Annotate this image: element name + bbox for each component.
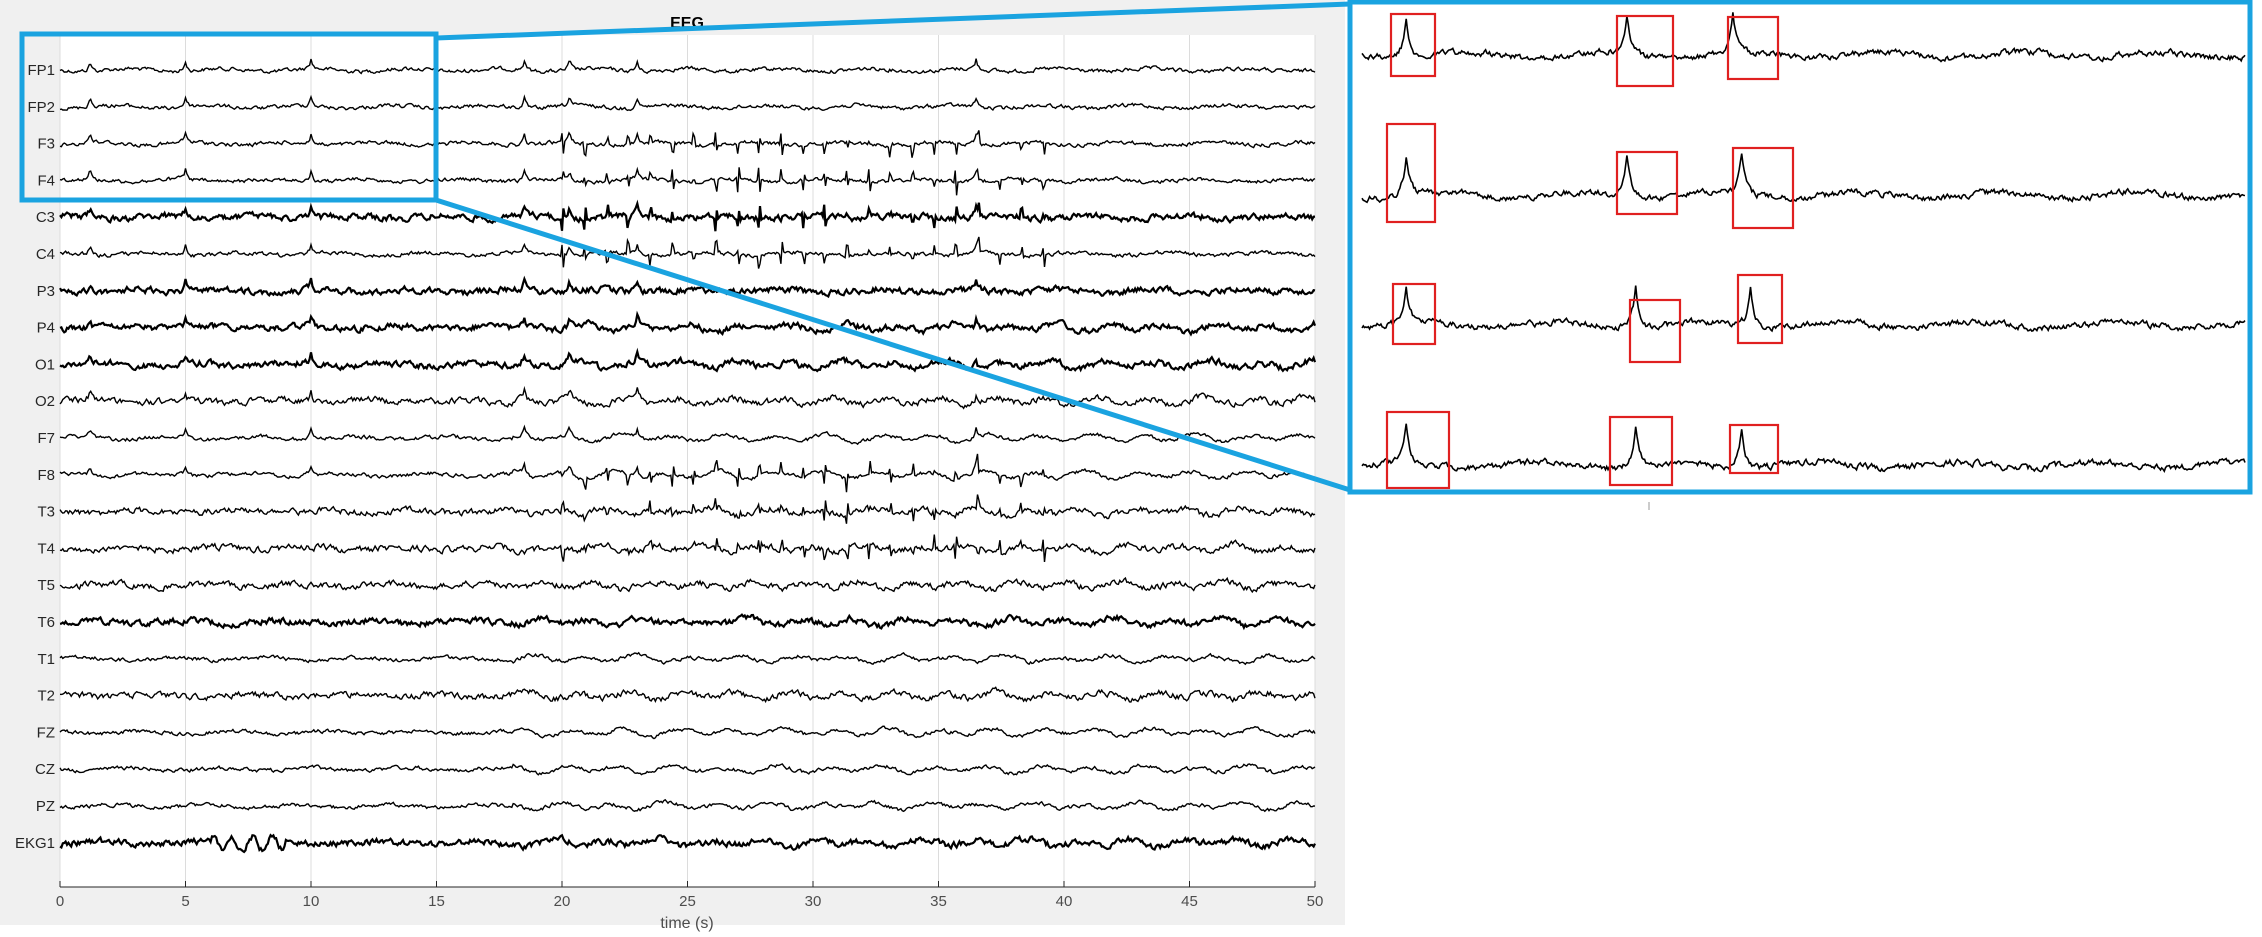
spike-box [1615,14,1675,88]
x-tick-label: 45 [1181,893,1198,910]
channel-label-fz: FZ [37,724,55,741]
x-tick-label: 25 [679,893,696,910]
channel-labels: FP1 FP2 F3 F4 C3 C4 P3 P4 O1 O2 F7 F8 T3 T4 T5 T6 T1 T2 FZ… [15,62,55,852]
main-traces [59,58,1317,854]
trace-t2 [59,686,1316,704]
channel-label-f8: F8 [37,467,55,484]
trace-cz [59,763,1316,776]
spike-box [1608,415,1674,487]
channel-label-o1: O1 [35,356,55,373]
channel-label-t6: T6 [37,614,55,631]
x-tick-label: 40 [1056,893,1073,910]
channel-label-p4: P4 [37,320,55,337]
trace-f8 [59,453,1316,493]
channel-label-t1: T1 [37,651,55,668]
zoom-source-box [19,31,439,203]
zoom-target-box [1347,0,2253,495]
channel-label-cz: CZ [35,761,55,778]
trace-pz [59,798,1316,813]
x-tick-label: 20 [554,893,571,910]
channel-label-f4: F4 [37,172,55,189]
trace-t4 [59,534,1316,562]
zoom-trace-f4 [1361,423,2246,473]
channel-label-c3: C3 [36,209,55,226]
channel-label-t3: T3 [37,504,55,521]
zoom-trace-fp1 [1361,12,2246,63]
zoom-traces [1361,12,2246,473]
trace-t5 [59,576,1316,594]
spike-box [1615,150,1679,216]
spike-box [1726,15,1780,81]
channel-label-c4: C4 [36,246,55,263]
spike-box [1728,423,1780,475]
zoom-panel-background [1350,2,2250,492]
trace-t6 [59,613,1316,631]
trace-c4 [59,236,1316,269]
channel-label-f7: F7 [37,430,55,447]
trace-p3 [59,275,1316,299]
channel-label-fp1: FP1 [27,62,55,79]
spike-box [1391,282,1437,346]
spike-highlight-boxes [1385,12,1795,490]
x-tick-label: 15 [428,893,445,910]
spike-box [1731,146,1795,230]
trace-f3 [59,130,1316,158]
channel-label-pz: PZ [36,798,55,815]
trace-f4 [59,166,1316,196]
trace-fp1 [59,58,1316,75]
channel-label-t5: T5 [37,577,55,594]
trace-o2 [59,385,1316,410]
x-tick-label: 0 [56,893,64,910]
x-tick-label: 10 [303,893,320,910]
spike-box [1385,410,1451,490]
trace-c3 [59,199,1316,232]
x-tick-label: 5 [181,893,189,910]
x-tick-label: 35 [930,893,947,910]
x-tick-label: 50 [1307,893,1324,910]
zoom-connector-bottom [435,197,1351,493]
trace-t1 [59,651,1316,666]
x-axis-ticks: 0 5 10 15 20 25 30 35 40 45 50 [56,881,1324,910]
channel-label-t2: T2 [37,688,55,705]
trace-f7 [59,424,1316,446]
zoom-trace-fp2 [1361,153,2246,204]
trace-o1 [59,347,1317,373]
channel-label-f3: F3 [37,136,55,153]
trace-t3 [59,494,1316,524]
channel-label-t4: T4 [37,540,55,557]
spike-box [1628,298,1682,364]
channel-label-fp2: FP2 [27,99,55,116]
channel-label-p3: P3 [37,283,55,300]
channel-label-ekg1: EKG1 [15,835,55,852]
x-axis-title: time (s) [660,915,713,932]
zoom-trace-f3 [1361,285,2246,333]
spike-box [1389,12,1437,78]
x-tick-label: 30 [805,893,822,910]
spike-box [1385,122,1437,224]
trace-ekg1 [59,833,1316,854]
zoom-connector-top [435,1,1351,41]
trace-fp2 [59,94,1316,112]
trace-p4 [59,310,1317,337]
channel-label-o2: O2 [35,393,55,410]
spike-box [1736,273,1784,345]
trace-fz [59,725,1316,740]
